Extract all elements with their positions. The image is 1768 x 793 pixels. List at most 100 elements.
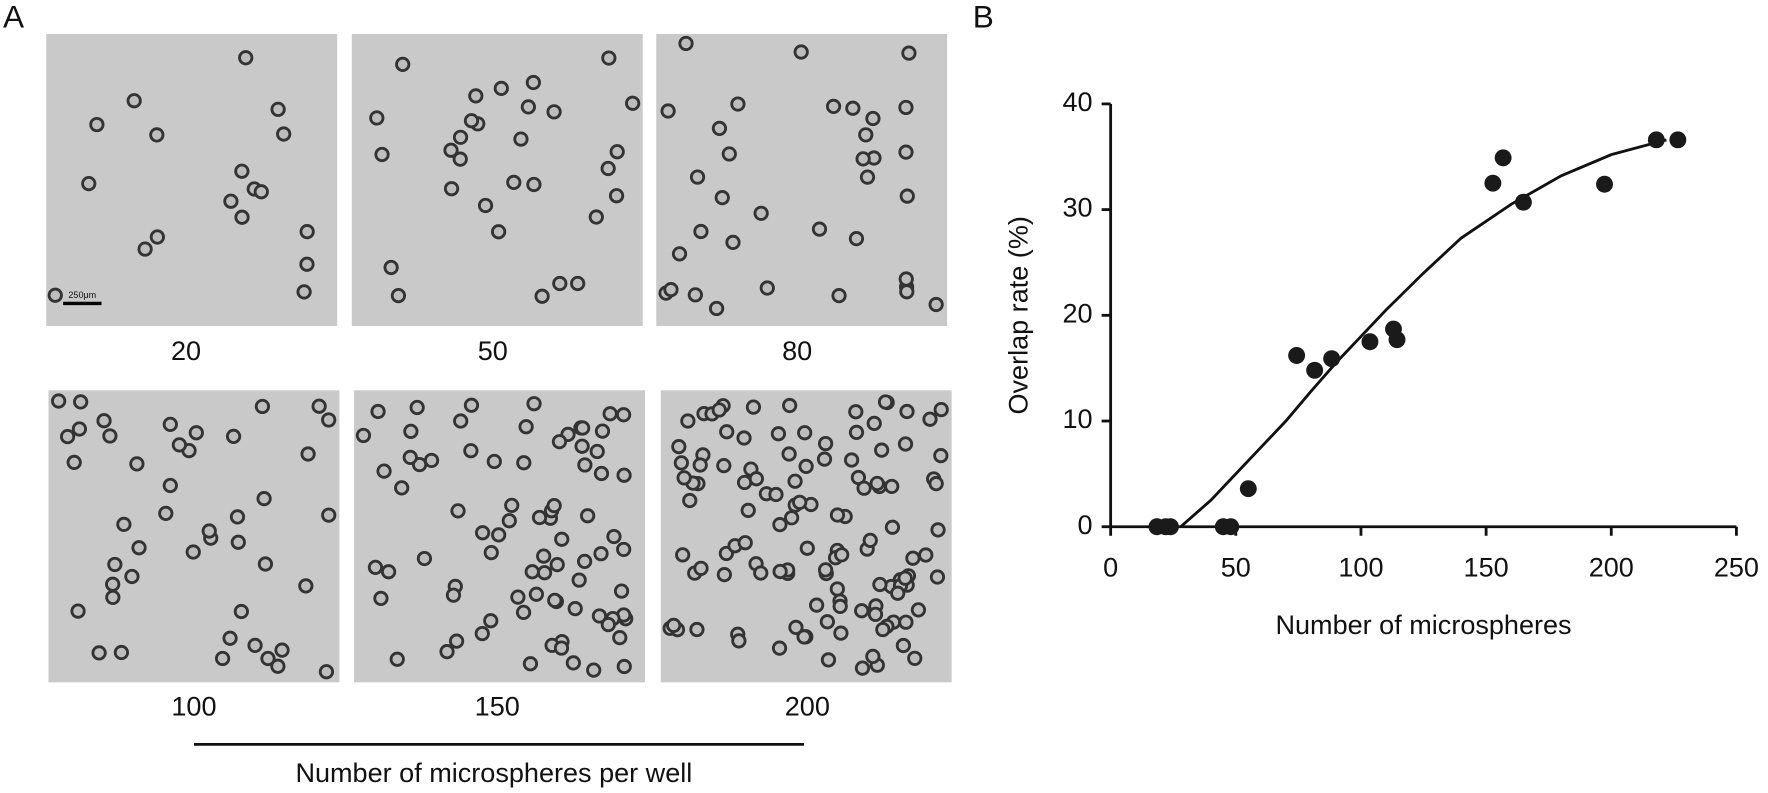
microsphere	[609, 144, 625, 160]
microsphere	[463, 397, 480, 413]
microsphere	[394, 480, 410, 496]
microsphere	[676, 470, 692, 486]
microsphere	[867, 606, 884, 622]
microsphere	[47, 287, 63, 303]
microsphere	[577, 457, 593, 473]
microsphere	[383, 259, 399, 276]
microsphere	[731, 633, 747, 649]
microsphere	[448, 633, 465, 649]
microsphere	[493, 80, 509, 96]
microsphere	[522, 656, 539, 672]
microsphere	[784, 510, 800, 526]
microsphere	[299, 224, 315, 240]
microsphere	[409, 399, 425, 416]
microsphere	[73, 394, 89, 410]
microsphere	[872, 576, 888, 593]
microsphere	[711, 120, 728, 137]
microsphere	[171, 437, 187, 453]
microsphere	[933, 401, 949, 418]
microsphere	[753, 205, 769, 221]
microsphere	[675, 547, 691, 563]
microsphere	[105, 589, 121, 606]
microsphere	[474, 625, 490, 642]
microsphere	[899, 284, 915, 300]
microsphere	[71, 421, 88, 437]
microsphere	[666, 617, 682, 633]
microsphere	[129, 456, 145, 472]
microsphere	[613, 583, 630, 599]
microsphere	[854, 603, 870, 619]
fit-curve	[1179, 138, 1667, 528]
microsphere	[901, 45, 917, 61]
microsphere	[296, 284, 312, 300]
microsphere	[928, 476, 944, 492]
microsphere	[515, 604, 532, 620]
chart: 0 10 20 30 40 0 50 100 150 200 250 Number of micros…	[1004, 87, 1759, 640]
microsphere	[933, 448, 949, 464]
microsphere	[845, 100, 861, 116]
microsphere	[825, 98, 842, 115]
microsphere	[899, 188, 915, 204]
microsphere	[817, 435, 834, 452]
microsphere	[554, 531, 570, 547]
data-point	[1306, 361, 1324, 379]
microsphere	[105, 576, 121, 592]
microsphere	[376, 463, 392, 479]
microsphere	[443, 142, 459, 158]
microsphere	[234, 209, 250, 225]
microsphere	[612, 630, 628, 646]
microsphere	[298, 578, 314, 594]
microsphere	[102, 428, 118, 444]
microsphere	[856, 480, 872, 496]
microsphere	[257, 556, 274, 572]
microsphere	[772, 517, 788, 533]
panel-label: B	[973, 0, 994, 35]
microsphere	[855, 151, 871, 167]
microsphere	[831, 288, 847, 304]
microsphere	[817, 562, 834, 578]
microsphere	[439, 644, 455, 660]
microsphere	[276, 126, 292, 142]
microsphere	[270, 658, 286, 674]
microsphere	[510, 589, 526, 605]
microsphere	[922, 411, 938, 427]
data-point	[1514, 193, 1532, 211]
microsphere	[185, 544, 201, 560]
microsphere	[59, 428, 76, 445]
microsphere	[591, 608, 608, 624]
image-label: 200	[785, 691, 830, 721]
panel-label: A	[3, 0, 24, 35]
microsphere	[711, 402, 727, 418]
microsphere	[899, 403, 915, 420]
microsphere	[606, 528, 622, 545]
microsphere	[671, 439, 687, 455]
microsphere	[546, 498, 562, 514]
microsphere	[898, 614, 914, 630]
microsphere	[692, 457, 708, 473]
caption: Number of microspheres per well	[295, 758, 692, 788]
microsphere	[580, 508, 596, 524]
microsphere	[70, 603, 86, 619]
microsphere	[531, 509, 548, 526]
microsphere	[477, 197, 494, 214]
microsphere	[547, 592, 563, 608]
microsphere	[445, 587, 462, 603]
microsphere	[898, 144, 914, 160]
microsphere	[126, 93, 142, 109]
microsphere	[929, 569, 946, 585]
microsphere	[474, 525, 491, 541]
y-tick-label: 10	[1063, 404, 1093, 434]
microsphere	[877, 394, 894, 410]
microsphere	[615, 407, 632, 423]
microsphere	[318, 664, 335, 680]
microsphere	[865, 110, 881, 127]
microsphere	[553, 640, 570, 656]
microsphere	[848, 424, 865, 440]
microsphere	[678, 35, 694, 52]
data-point	[1361, 333, 1379, 351]
microsphere	[770, 426, 787, 442]
microsphere	[574, 438, 590, 454]
microsphere	[223, 193, 239, 209]
microsphere	[311, 398, 327, 414]
microsphere	[787, 473, 803, 489]
